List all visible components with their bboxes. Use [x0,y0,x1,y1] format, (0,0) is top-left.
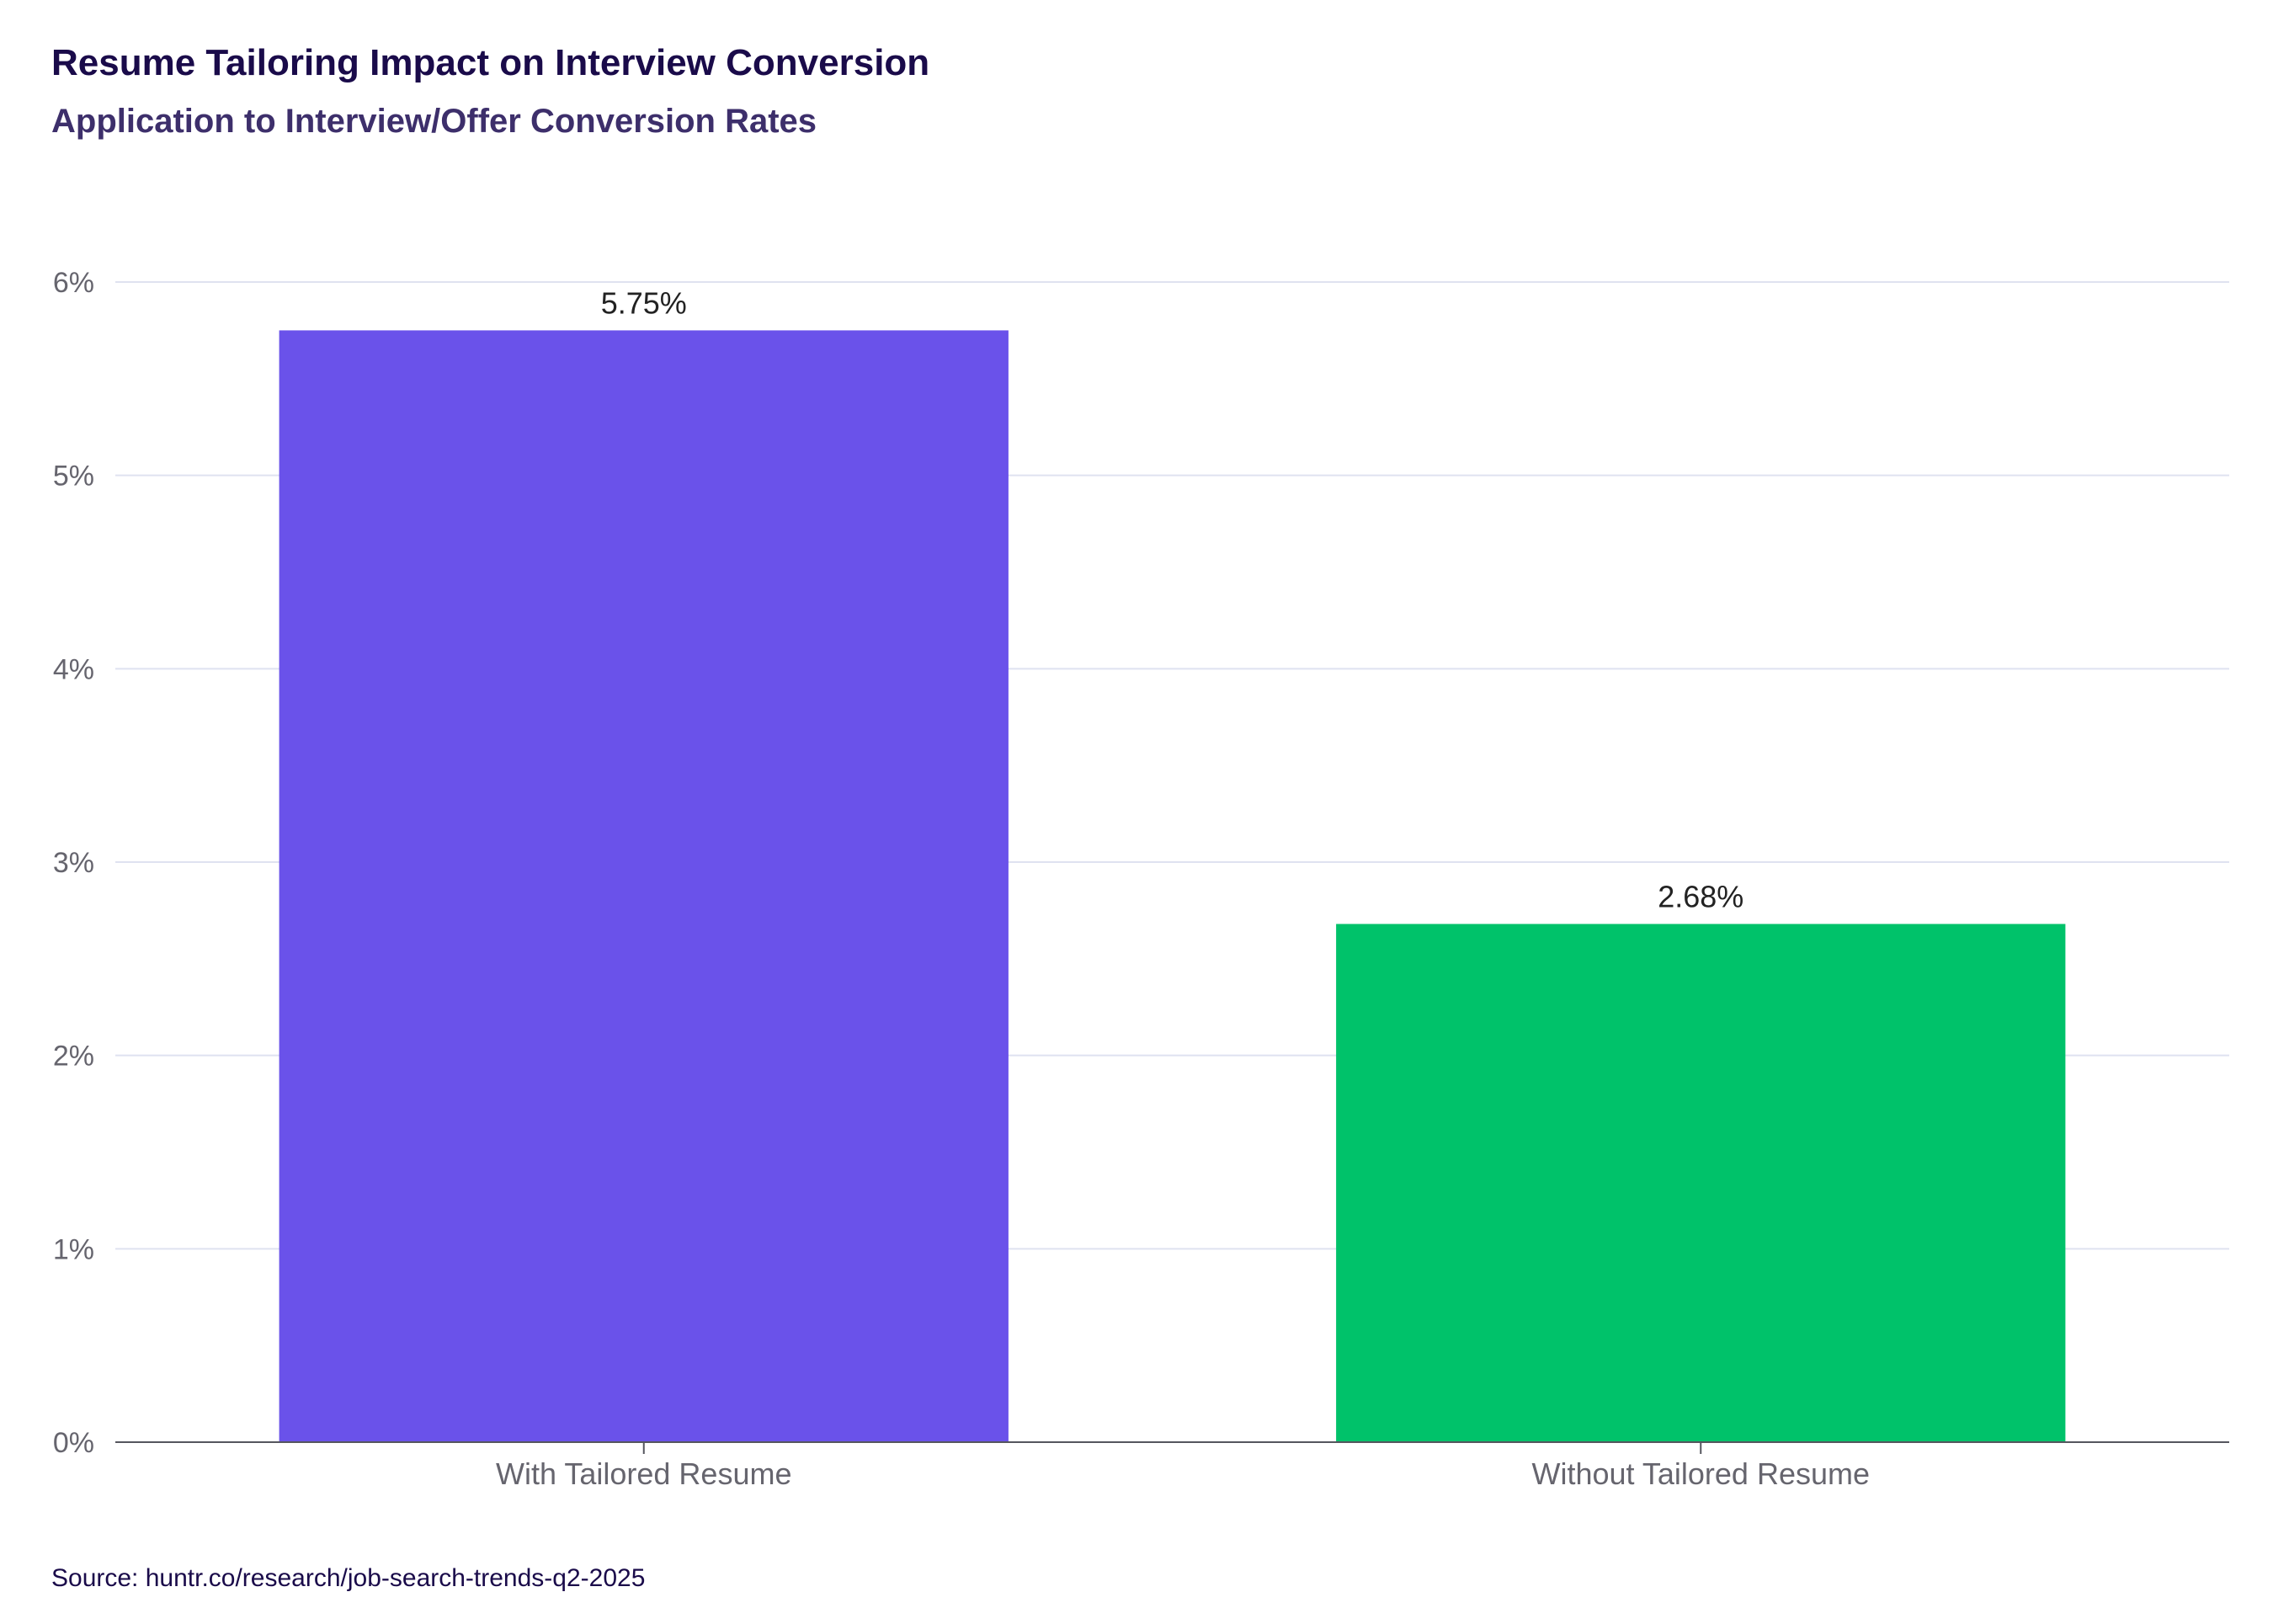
x-ticks [642,1442,1702,1454]
data-label: 5.75% [601,285,687,320]
x-tick-labels: With Tailored Resume Without Tailored Res… [496,1456,1870,1491]
chart-subtitle: Application to Interview/Offer Conversio… [51,103,817,140]
bar-0 [279,330,1009,1443]
y-tick-label: 4% [53,653,94,685]
data-label: 2.68% [1658,879,1743,913]
y-tick-label: 6% [53,267,94,299]
bar-1 [1336,924,2066,1442]
chart-title: Resume Tailoring Impact on Interview Con… [51,42,930,83]
bars [279,330,2066,1443]
y-tick-label: 3% [53,847,94,879]
y-tick-label: 0% [53,1427,94,1459]
x-tick-label: With Tailored Resume [496,1456,791,1491]
data-labels: 5.75% 2.68% [601,285,1744,913]
x-tick-label: Without Tailored Resume [1531,1456,1870,1491]
y-tick-label: 5% [53,461,94,493]
y-tick-label: 2% [53,1041,94,1073]
y-tick-label: 1% [53,1233,94,1265]
y-tick-labels: 0% 1% 2% 3% 4% 5% 6% [53,267,94,1459]
source-note: Source: huntr.co/research/job-search-tre… [51,1564,646,1592]
